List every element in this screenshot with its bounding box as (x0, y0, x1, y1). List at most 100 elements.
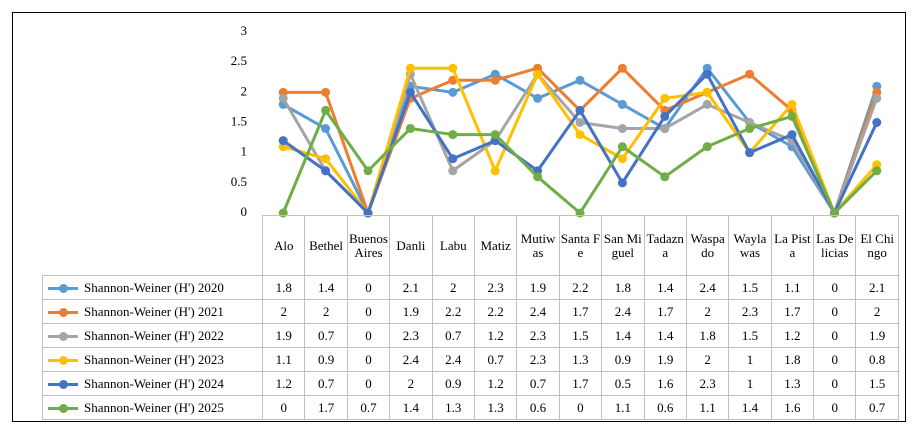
chart-frame (12, 12, 906, 422)
value-cell: 2 (685, 299, 730, 324)
value-cell: 1.7 (558, 299, 603, 324)
value-cell: 1.2 (473, 323, 518, 348)
series-label-cell: Shannon-Weiner (H') 2023 (42, 347, 263, 372)
data-point (660, 93, 670, 103)
data-point (745, 124, 755, 134)
value-cell: 2 (431, 275, 475, 300)
data-row: Shannon-Weiner (H') 2024 1.2 0.7 0 2 0.9 1.2 0.… (42, 371, 899, 396)
value-cell: 0 (261, 395, 306, 420)
value-cell: 2.1 (855, 275, 899, 300)
value-cell: 0 (813, 299, 857, 324)
value-cell: 0.7 (304, 323, 348, 348)
data-point (405, 63, 415, 73)
data-point (490, 130, 500, 140)
data-point (702, 142, 712, 152)
data-point (575, 105, 585, 115)
data-point (533, 172, 543, 182)
data-point (617, 142, 627, 152)
value-cell: 0 (346, 323, 391, 348)
series-label-cell: Shannon-Weiner (H') 2025 (42, 395, 263, 420)
data-point (448, 130, 458, 140)
value-cell: 0.9 (601, 347, 645, 372)
data-point (575, 118, 585, 127)
value-cell: 1 (728, 371, 772, 396)
data-point (448, 166, 458, 176)
category-label: Labu (431, 215, 475, 276)
value-cell: 1.9 (516, 275, 560, 300)
value-cell: 2.4 (516, 299, 560, 324)
series-label-cell: Shannon-Weiner (H') 2020 (42, 275, 263, 300)
value-cell: 0.9 (431, 371, 475, 396)
data-point (745, 69, 755, 79)
value-cell: 1.6 (643, 371, 687, 396)
data-row: Shannon-Weiner (H') 2021 2 2 0 1.9 2.2 2.2 2.4 1… (42, 299, 899, 324)
y-tick-label: 1.5 (231, 113, 247, 128)
value-cell: 0 (346, 347, 391, 372)
value-cell: 1.4 (601, 323, 645, 348)
value-cell: 1.3 (558, 347, 603, 372)
data-point (617, 154, 627, 164)
value-cell: 1.1 (770, 275, 815, 300)
value-cell: 0 (346, 275, 391, 300)
value-cell: 0.7 (473, 347, 518, 372)
series-label-cell: Shannon-Weiner (H') 2022 (42, 323, 263, 348)
data-point (575, 130, 585, 140)
value-cell: 2.4 (389, 347, 433, 372)
data-point (702, 99, 712, 109)
data-point (575, 75, 585, 85)
y-tick-label: 2.5 (231, 53, 247, 68)
data-point (617, 63, 627, 73)
data-row: Shannon-Weiner (H') 2023 1.1 0.9 0 2.4 2.4 0.7… (42, 347, 899, 372)
data-point (490, 75, 500, 85)
data-point (448, 154, 458, 164)
value-cell: 2.2 (473, 299, 518, 324)
data-point (660, 111, 670, 121)
data-point (533, 69, 543, 79)
data-point (702, 87, 712, 97)
value-cell: 2 (389, 371, 433, 396)
value-cell: 1.4 (728, 395, 772, 420)
data-point (278, 93, 288, 103)
category-label: La Pista (770, 215, 815, 276)
category-label: El Chingo (855, 215, 899, 276)
value-cell: 0.7 (516, 371, 560, 396)
legend-key (48, 332, 78, 342)
legend-label: Shannon-Weiner (H') 2022 (84, 327, 224, 343)
legend-label: Shannon-Weiner (H') 2025 (84, 399, 224, 415)
legend-marker (59, 284, 68, 294)
series-label-cell: Shannon-Weiner (H') 2024 (42, 371, 263, 396)
legend-marker (59, 404, 68, 414)
value-cell: 0.7 (431, 323, 475, 348)
value-cell: 2.3 (516, 323, 560, 348)
data-point (321, 87, 331, 97)
legend-label: Shannon-Weiner (H') 2024 (84, 375, 224, 391)
value-cell: 1.5 (558, 323, 603, 348)
data-point (617, 124, 627, 134)
data-point (278, 136, 288, 146)
value-cell: 1.9 (389, 299, 433, 324)
data-point (872, 118, 882, 127)
value-cell: 0 (813, 347, 857, 372)
legend-key (48, 308, 78, 318)
data-point (448, 87, 458, 97)
value-cell: 1.3 (770, 371, 815, 396)
value-cell: 1.8 (770, 347, 815, 372)
category-label: Buenos Aires (346, 215, 391, 276)
data-point (660, 124, 670, 134)
value-cell: 0 (813, 275, 857, 300)
value-cell: 1.9 (855, 323, 899, 348)
value-cell: 1.4 (643, 275, 687, 300)
value-cell: 1.9 (643, 347, 687, 372)
value-cell: 1 (728, 347, 772, 372)
data-point (787, 111, 797, 121)
value-cell: 0 (558, 395, 603, 420)
legend-key (48, 356, 78, 366)
data-point (617, 178, 627, 188)
value-cell: 1.5 (855, 371, 899, 396)
y-tick-label: 3 (241, 23, 248, 38)
value-cell: 0.6 (643, 395, 687, 420)
category-label: Tadazna (643, 215, 687, 276)
legend-marker (59, 356, 68, 366)
